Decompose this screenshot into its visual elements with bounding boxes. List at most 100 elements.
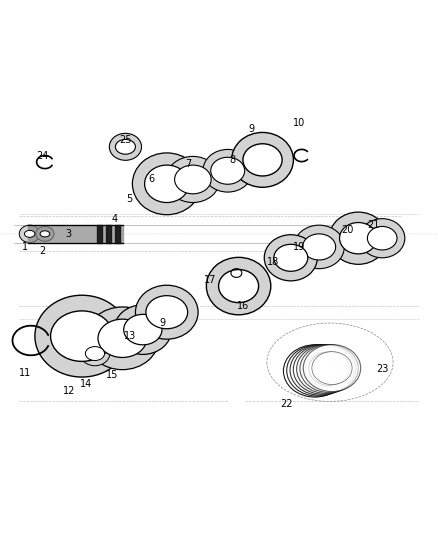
Ellipse shape xyxy=(215,265,262,301)
Ellipse shape xyxy=(138,164,195,204)
Ellipse shape xyxy=(294,225,344,269)
Text: 6: 6 xyxy=(148,174,155,184)
Text: 3: 3 xyxy=(66,229,72,239)
Ellipse shape xyxy=(166,156,220,203)
Ellipse shape xyxy=(243,144,282,176)
Ellipse shape xyxy=(215,271,262,306)
Ellipse shape xyxy=(25,230,35,237)
Text: 16: 16 xyxy=(237,301,249,311)
Text: 20: 20 xyxy=(341,224,353,235)
Text: 9: 9 xyxy=(159,318,166,328)
Ellipse shape xyxy=(339,223,377,254)
Ellipse shape xyxy=(43,304,121,359)
Ellipse shape xyxy=(43,309,121,364)
Ellipse shape xyxy=(206,257,271,315)
Ellipse shape xyxy=(215,269,262,305)
Ellipse shape xyxy=(135,285,198,339)
Ellipse shape xyxy=(98,319,147,358)
Ellipse shape xyxy=(287,345,349,396)
Ellipse shape xyxy=(290,345,351,395)
Ellipse shape xyxy=(215,268,262,303)
Ellipse shape xyxy=(334,221,382,257)
Ellipse shape xyxy=(138,158,195,199)
Ellipse shape xyxy=(19,225,40,243)
Ellipse shape xyxy=(219,270,258,303)
Ellipse shape xyxy=(312,352,352,384)
Ellipse shape xyxy=(215,273,262,308)
Ellipse shape xyxy=(124,314,162,345)
Ellipse shape xyxy=(80,341,110,366)
Text: 11: 11 xyxy=(19,368,32,378)
Ellipse shape xyxy=(132,153,201,215)
Ellipse shape xyxy=(296,352,339,389)
Ellipse shape xyxy=(110,133,141,160)
Ellipse shape xyxy=(300,345,358,392)
Ellipse shape xyxy=(303,234,336,260)
Ellipse shape xyxy=(43,301,121,357)
Ellipse shape xyxy=(138,169,195,209)
Ellipse shape xyxy=(274,244,308,271)
Text: 13: 13 xyxy=(124,331,136,341)
Ellipse shape xyxy=(232,133,293,187)
Ellipse shape xyxy=(334,220,382,255)
Text: 1: 1 xyxy=(22,242,28,252)
Text: 19: 19 xyxy=(293,242,306,252)
Ellipse shape xyxy=(293,353,337,389)
Text: 9: 9 xyxy=(249,124,255,134)
Ellipse shape xyxy=(203,149,253,192)
Ellipse shape xyxy=(86,307,159,370)
Ellipse shape xyxy=(138,161,195,203)
Ellipse shape xyxy=(306,352,347,386)
Text: 15: 15 xyxy=(106,370,119,381)
Ellipse shape xyxy=(43,306,121,361)
Ellipse shape xyxy=(264,235,318,281)
Ellipse shape xyxy=(334,223,382,259)
Ellipse shape xyxy=(297,345,356,393)
Text: 2: 2 xyxy=(39,246,46,256)
Text: 10: 10 xyxy=(293,118,306,128)
Ellipse shape xyxy=(36,227,54,241)
Ellipse shape xyxy=(138,165,195,206)
Ellipse shape xyxy=(138,167,195,208)
Ellipse shape xyxy=(283,345,346,397)
Ellipse shape xyxy=(334,224,382,260)
Ellipse shape xyxy=(293,345,353,394)
Ellipse shape xyxy=(114,305,172,354)
Text: 25: 25 xyxy=(119,135,132,146)
Text: 5: 5 xyxy=(127,194,133,204)
Ellipse shape xyxy=(43,313,121,369)
Text: 23: 23 xyxy=(376,364,389,374)
Ellipse shape xyxy=(40,231,49,237)
Ellipse shape xyxy=(302,352,344,387)
Ellipse shape xyxy=(334,216,382,252)
Text: 17: 17 xyxy=(204,274,216,285)
Ellipse shape xyxy=(367,227,397,250)
Text: 21: 21 xyxy=(367,220,380,230)
Ellipse shape xyxy=(35,295,129,377)
Ellipse shape xyxy=(334,218,382,254)
Ellipse shape xyxy=(299,352,342,387)
Text: 8: 8 xyxy=(229,155,235,165)
Text: 12: 12 xyxy=(63,385,75,395)
Ellipse shape xyxy=(116,140,135,154)
Ellipse shape xyxy=(211,157,245,184)
Ellipse shape xyxy=(360,219,405,258)
Ellipse shape xyxy=(146,296,187,329)
Text: 18: 18 xyxy=(267,257,279,267)
Ellipse shape xyxy=(43,316,121,371)
Ellipse shape xyxy=(303,344,361,392)
Text: 22: 22 xyxy=(280,399,293,409)
Ellipse shape xyxy=(309,352,350,385)
Ellipse shape xyxy=(85,346,105,360)
Ellipse shape xyxy=(145,165,189,203)
Ellipse shape xyxy=(329,212,388,264)
Ellipse shape xyxy=(43,311,121,366)
Ellipse shape xyxy=(175,165,211,194)
Text: 7: 7 xyxy=(185,159,192,169)
Ellipse shape xyxy=(215,264,262,300)
Ellipse shape xyxy=(50,311,113,361)
Ellipse shape xyxy=(138,160,195,200)
Text: 24: 24 xyxy=(36,150,49,160)
Text: 14: 14 xyxy=(80,379,92,389)
Text: 4: 4 xyxy=(112,214,118,224)
